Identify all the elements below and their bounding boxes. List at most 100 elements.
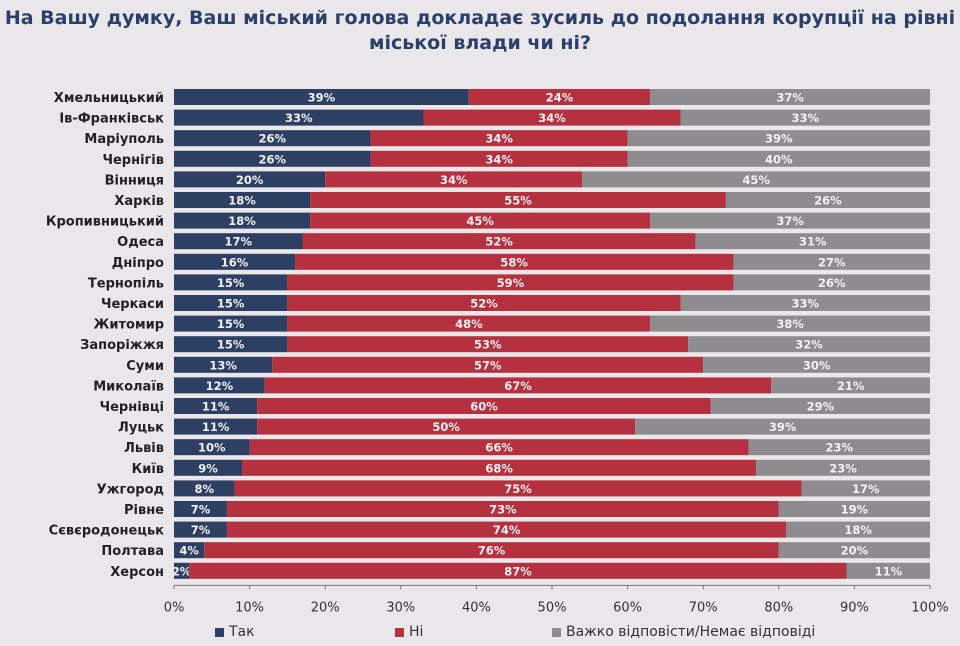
bar-segment-no — [287, 315, 651, 332]
category-label: Сєвєродонецьк — [49, 524, 165, 539]
bar-segment-yes — [174, 501, 227, 517]
category-label: Вінниця — [105, 173, 164, 188]
bar-segment-yes — [174, 439, 250, 456]
bar-segment-yes — [174, 171, 326, 188]
data-label: 58% — [500, 255, 528, 269]
data-label: 15% — [217, 276, 245, 290]
data-label: 17% — [852, 482, 880, 496]
bar-segment-unsure — [635, 418, 930, 435]
data-label: 20% — [236, 173, 264, 187]
x-tick-label: 0% — [164, 600, 185, 615]
bar-segment-no — [370, 130, 628, 147]
category-label: Тернопіль — [88, 276, 164, 291]
bar-segment-no — [310, 212, 651, 229]
data-label: 9% — [198, 461, 218, 475]
bar-segment-unsure — [801, 480, 930, 497]
category-label: Запоріжжя — [80, 338, 164, 353]
x-tick-label: 50% — [538, 600, 567, 615]
data-label: 45% — [742, 173, 770, 187]
data-label: 73% — [489, 503, 517, 517]
bar-segment-no — [423, 109, 681, 126]
legend-swatch — [395, 627, 404, 637]
data-label: 15% — [217, 297, 245, 311]
data-label: 37% — [776, 91, 804, 105]
data-label: 24% — [546, 91, 574, 105]
x-tick-label: 90% — [840, 600, 869, 615]
bar-segment-yes — [174, 336, 288, 353]
legend-swatch — [552, 627, 561, 637]
category-label: Луцьк — [118, 421, 164, 436]
bar-segment-unsure — [733, 274, 930, 291]
category-label: Рівне — [124, 503, 164, 518]
data-label: 13% — [209, 358, 237, 372]
bar-segment-unsure — [695, 233, 930, 250]
bar-segment-no — [325, 171, 583, 188]
data-label: 18% — [228, 194, 256, 208]
data-label: 4% — [179, 544, 199, 558]
bar-segment-yes — [174, 459, 243, 476]
bar-segment-unsure — [778, 542, 930, 559]
bar-segment-unsure — [627, 130, 930, 147]
data-label: 37% — [776, 214, 804, 228]
data-label: 52% — [470, 297, 498, 311]
bar-segment-yes — [174, 521, 227, 538]
data-label: 11% — [875, 564, 903, 578]
data-label: 26% — [259, 132, 287, 146]
data-label: 33% — [791, 297, 819, 311]
data-label: 48% — [455, 317, 483, 331]
category-label: Ужгород — [97, 482, 164, 497]
bar-segment-unsure — [786, 521, 930, 538]
bar-segment-unsure — [650, 89, 930, 105]
data-label: 29% — [807, 400, 835, 414]
bar-segment-no — [204, 542, 779, 559]
data-label: 53% — [474, 338, 502, 352]
data-label: 8% — [194, 482, 214, 496]
category-label: Суми — [126, 359, 164, 374]
data-label: 40% — [765, 152, 793, 166]
category-label: Маріуполь — [84, 132, 164, 147]
data-label: 39% — [769, 420, 797, 434]
data-label: 20% — [841, 544, 869, 558]
category-label: Кропивницький — [46, 215, 164, 230]
bar-segment-no — [189, 562, 847, 579]
bar-segment-yes — [174, 274, 288, 291]
data-label: 52% — [485, 235, 513, 249]
data-label: 21% — [837, 379, 865, 393]
data-label: 39% — [308, 91, 336, 105]
x-tick-label: 10% — [235, 600, 264, 615]
x-tick-label: 80% — [764, 600, 793, 615]
data-label: 57% — [474, 358, 502, 372]
bar-segment-no — [249, 439, 749, 456]
bar-segment-unsure — [582, 171, 930, 188]
bar-segment-yes — [174, 233, 303, 250]
data-label: 75% — [504, 482, 532, 496]
data-label: 23% — [829, 461, 857, 475]
data-label: 18% — [228, 214, 256, 228]
data-label: 18% — [844, 523, 872, 537]
data-label: 34% — [485, 132, 513, 146]
legend-label: Ні — [409, 624, 424, 640]
bar-segment-no — [226, 501, 779, 517]
data-label: 19% — [841, 503, 869, 517]
category-label: Херсон — [110, 565, 164, 580]
bar-segment-unsure — [710, 398, 930, 414]
data-label: 12% — [206, 379, 234, 393]
data-label: 15% — [217, 317, 245, 331]
category-label: Черкаси — [101, 297, 164, 312]
x-tick-label: 70% — [689, 600, 718, 615]
x-tick-label: 40% — [462, 600, 491, 615]
category-label: Полтава — [101, 544, 164, 559]
data-label: 2% — [172, 564, 192, 578]
category-label: Миколаїв — [93, 379, 164, 394]
bar-segment-yes — [174, 418, 258, 435]
data-label: 34% — [440, 173, 468, 187]
chart-title: На Вашу думку, Ваш міський голова доклад… — [4, 7, 956, 54]
data-label: 76% — [478, 544, 506, 558]
category-label: Одеса — [117, 235, 164, 250]
category-label: Дніпро — [112, 256, 164, 271]
x-tick-label: 60% — [613, 600, 642, 615]
bar-segment-yes — [174, 192, 311, 208]
bar-segment-no — [287, 336, 689, 353]
bar-segment-unsure — [778, 501, 930, 517]
legend-item: Важко відповісти/Немає відповіді — [552, 624, 815, 640]
